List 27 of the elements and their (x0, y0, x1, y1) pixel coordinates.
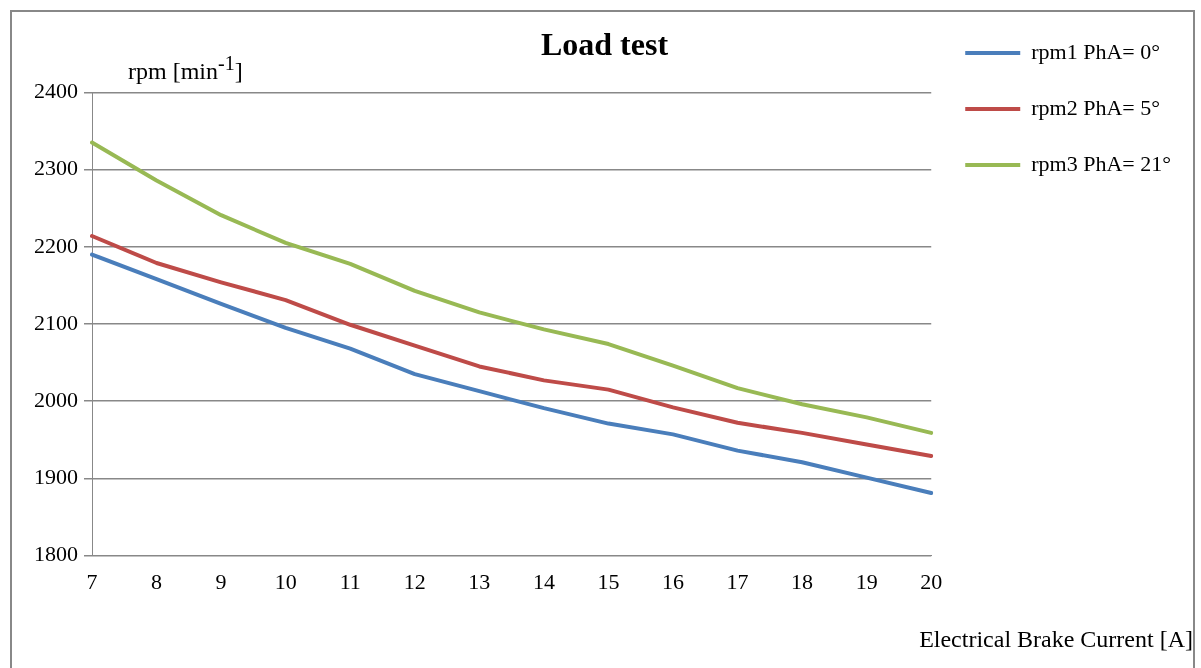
x-tick-label: 10 (274, 568, 297, 594)
x-tick-label: 11 (339, 568, 361, 594)
y-tick-label: 2100 (34, 309, 78, 335)
chart-title: Load test (540, 26, 669, 63)
x-tick-label: 12 (403, 568, 426, 594)
x-tick-label: 13 (468, 568, 491, 594)
y-tick-label: 1800 (34, 541, 78, 567)
x-tick-label: 7 (86, 568, 98, 594)
x-tick-label: 20 (920, 568, 943, 594)
x-tick-label: 9 (215, 568, 227, 594)
y-axis-title: rpm [min$^{-1}$] (128, 52, 243, 85)
x-tick-label: 8 (151, 568, 163, 594)
x-tick-label: 17 (726, 568, 749, 594)
x-tick-label: 16 (662, 568, 685, 594)
x-axis-title: Electrical Brake Current [A] (919, 626, 1193, 653)
y-tick-label: 2300 (34, 155, 78, 181)
x-tick-label: 14 (532, 568, 555, 594)
y-tick-label: 2200 (34, 232, 78, 258)
y-tick-label: 2400 (34, 78, 78, 104)
legend-label: rpm1 PhA= 0° (1031, 38, 1161, 64)
y-tick-label: 2000 (34, 386, 78, 412)
y-tick-label: 1900 (34, 464, 78, 490)
legend-label: rpm2 PhA= 5° (1031, 94, 1161, 120)
legend-label: rpm3 PhA= 21° (1031, 150, 1172, 176)
x-tick-label: 18 (791, 568, 814, 594)
x-tick-label: 15 (597, 568, 620, 594)
x-tick-label: 19 (855, 568, 878, 594)
